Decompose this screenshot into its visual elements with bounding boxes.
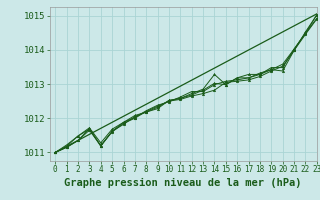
X-axis label: Graphe pression niveau de la mer (hPa): Graphe pression niveau de la mer (hPa) <box>64 178 302 188</box>
